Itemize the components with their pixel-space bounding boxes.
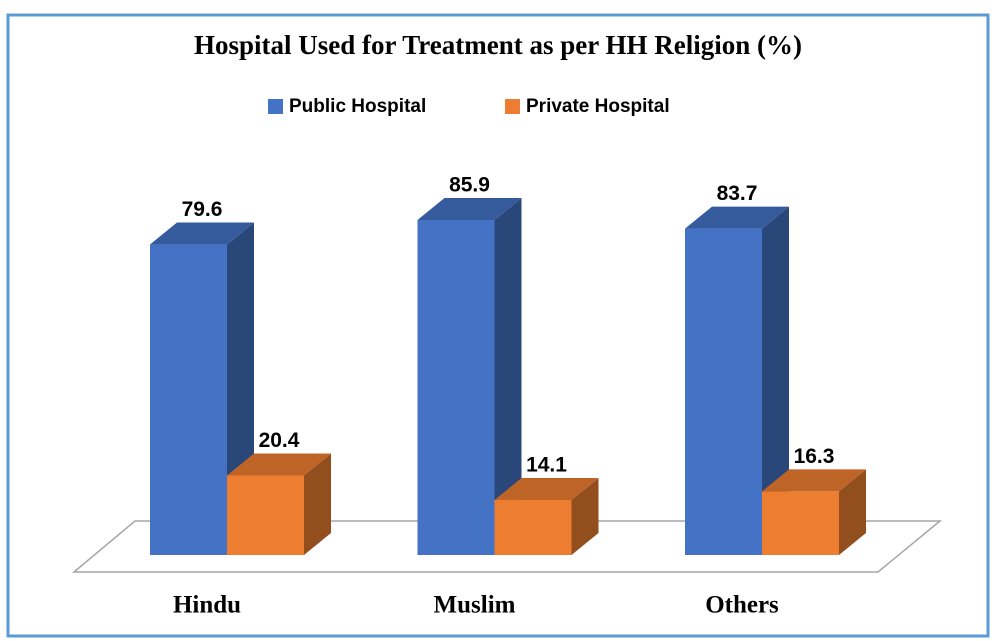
- bar: [685, 228, 762, 555]
- chart-title: Hospital Used for Treatment as per HH Re…: [194, 30, 802, 60]
- data-label: 16.3: [794, 445, 835, 468]
- bar-top: [227, 453, 331, 476]
- bar-top: [150, 222, 254, 245]
- data-label: 85.9: [449, 174, 490, 197]
- bar-side: [762, 206, 789, 555]
- bar-top: [417, 197, 522, 220]
- data-label: 20.4: [259, 429, 300, 452]
- legend-swatch: [268, 99, 283, 114]
- bar-top: [494, 478, 599, 501]
- x-tick-label: Hindu: [173, 592, 241, 619]
- legend-swatch: [505, 99, 520, 114]
- bar-side: [304, 453, 331, 555]
- legend-label: Private Hospital: [526, 96, 670, 117]
- x-tick-label: Muslim: [434, 592, 516, 619]
- bar: [417, 219, 495, 556]
- bar-top: [762, 469, 866, 492]
- data-label: 14.1: [526, 454, 567, 477]
- bar: [227, 475, 304, 555]
- legend-label: Public Hospital: [289, 96, 426, 117]
- bar: [150, 244, 227, 555]
- bar-side: [571, 478, 599, 555]
- bar-side: [494, 197, 522, 556]
- data-label: 79.6: [182, 198, 223, 221]
- bar-top: [685, 206, 789, 229]
- bar-side: [839, 469, 866, 555]
- bar: [494, 500, 572, 555]
- bar: [762, 491, 839, 555]
- x-tick-label: Others: [705, 592, 779, 619]
- data-label: 83.7: [717, 182, 758, 205]
